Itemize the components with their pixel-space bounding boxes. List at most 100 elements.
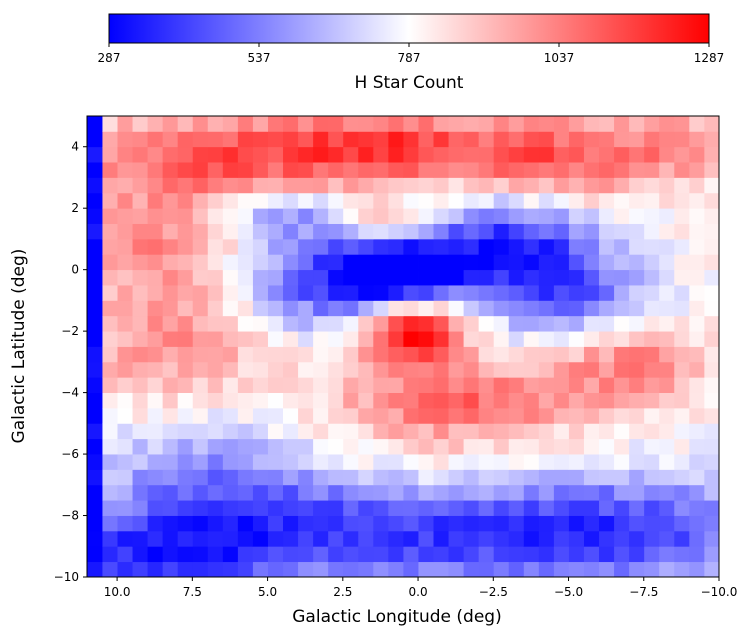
heatmap-cell: [387, 285, 404, 301]
heatmap-cell: [117, 392, 133, 409]
heatmap-cell: [403, 208, 419, 224]
heatmap-cell: [598, 561, 615, 577]
heatmap-cell: [207, 423, 223, 440]
heatmap-cell: [703, 407, 719, 424]
heatmap-cell: [192, 469, 208, 486]
heatmap-cell: [87, 131, 103, 148]
heatmap-cell: [538, 515, 554, 532]
heatmap-cell: [132, 131, 148, 148]
heatmap-cell: [327, 561, 344, 577]
heatmap-cell: [703, 192, 719, 209]
heatmap-cell: [177, 146, 193, 163]
heatmap-cell: [267, 530, 284, 547]
heatmap-cell: [237, 484, 253, 501]
heatmap-cell: [177, 331, 193, 347]
heatmap-cell: [162, 146, 178, 163]
heatmap-cell: [102, 331, 118, 347]
heatmap-cell: [688, 223, 705, 240]
heatmap-cell: [538, 208, 554, 224]
heatmap-cell: [598, 346, 615, 363]
heatmap-cell: [568, 454, 584, 470]
heatmap-cell: [222, 361, 238, 378]
heatmap-cell: [688, 500, 705, 516]
heatmap-cell: [312, 300, 329, 317]
heatmap-cell: [598, 515, 615, 532]
heatmap-cell: [387, 116, 404, 132]
heatmap-cell: [553, 254, 569, 271]
heatmap-cell: [688, 116, 705, 132]
heatmap-cell: [523, 269, 539, 286]
heatmap-cell: [463, 377, 479, 393]
heatmap-cell: [117, 192, 133, 209]
heatmap-cell: [478, 192, 494, 209]
heatmap-cell: [252, 423, 268, 440]
heatmap-cell: [553, 561, 569, 577]
heatmap-cell: [132, 285, 148, 301]
heatmap-cell: [643, 438, 660, 455]
heatmap-cell: [87, 500, 103, 516]
heatmap-cell: [508, 377, 524, 393]
heatmap-cell: [282, 454, 299, 470]
heatmap-cell: [568, 269, 584, 286]
heatmap-cell: [478, 223, 494, 240]
heatmap-cell: [162, 484, 178, 501]
heatmap-cell: [252, 407, 268, 424]
heatmap-cell: [568, 515, 584, 532]
heatmap-cell: [433, 146, 449, 163]
heatmap-cell: [598, 500, 615, 516]
heatmap-cell: [387, 561, 404, 577]
heatmap-cell: [568, 392, 584, 409]
heatmap-cell: [87, 515, 103, 532]
heatmap-cell: [327, 530, 344, 547]
heatmap-cell: [132, 361, 148, 378]
heatmap-cell: [433, 346, 449, 363]
heatmap-cell: [222, 407, 238, 424]
heatmap-cell: [177, 438, 193, 455]
heatmap-cell: [433, 285, 449, 301]
heatmap-cell: [403, 331, 419, 347]
heatmap-cell: [463, 469, 479, 486]
heatmap-cell: [252, 361, 268, 378]
heatmap-cell: [252, 515, 268, 532]
heatmap-cell: [342, 162, 359, 178]
heatmap-cell: [688, 238, 705, 255]
heatmap-cell: [418, 315, 434, 332]
heatmap-cell: [132, 177, 148, 194]
heatmap-cell: [433, 500, 449, 516]
heatmap-cell: [463, 346, 479, 363]
heatmap-cell: [478, 254, 494, 271]
heatmap-cell: [177, 223, 193, 240]
heatmap-cell: [147, 331, 163, 347]
heatmap-cell: [192, 546, 208, 563]
heatmap-cell: [117, 331, 133, 347]
heatmap-cell: [568, 192, 584, 209]
heatmap-cell: [222, 423, 238, 440]
heatmap-cell: [342, 515, 359, 532]
heatmap-cell: [658, 162, 675, 178]
heatmap-cell: [342, 315, 359, 332]
heatmap-cell: [327, 331, 344, 347]
heatmap-cell: [237, 238, 253, 255]
heatmap-cell: [282, 530, 299, 547]
heatmap-cell: [613, 454, 630, 470]
heatmap-cell: [493, 192, 509, 209]
heatmap-cell: [703, 285, 719, 301]
heatmap-cell: [372, 515, 389, 532]
heatmap-cell: [583, 361, 600, 378]
heatmap-cell: [598, 177, 615, 194]
heatmap-cell: [628, 561, 645, 577]
heatmap-cell: [357, 438, 374, 455]
heatmap-cell: [117, 377, 133, 393]
heatmap-cell: [222, 285, 238, 301]
heatmap-cell: [267, 269, 284, 286]
heatmap-cell: [162, 546, 178, 563]
heatmap-cell: [222, 146, 238, 163]
heatmap-cell: [403, 423, 419, 440]
heatmap-cell: [688, 438, 705, 455]
heatmap-cell: [357, 561, 374, 577]
heatmap-cell: [237, 469, 253, 486]
heatmap-cell: [207, 469, 223, 486]
heatmap-cell: [448, 238, 464, 255]
heatmap-cell: [508, 116, 524, 132]
heatmap-cell: [147, 530, 163, 547]
